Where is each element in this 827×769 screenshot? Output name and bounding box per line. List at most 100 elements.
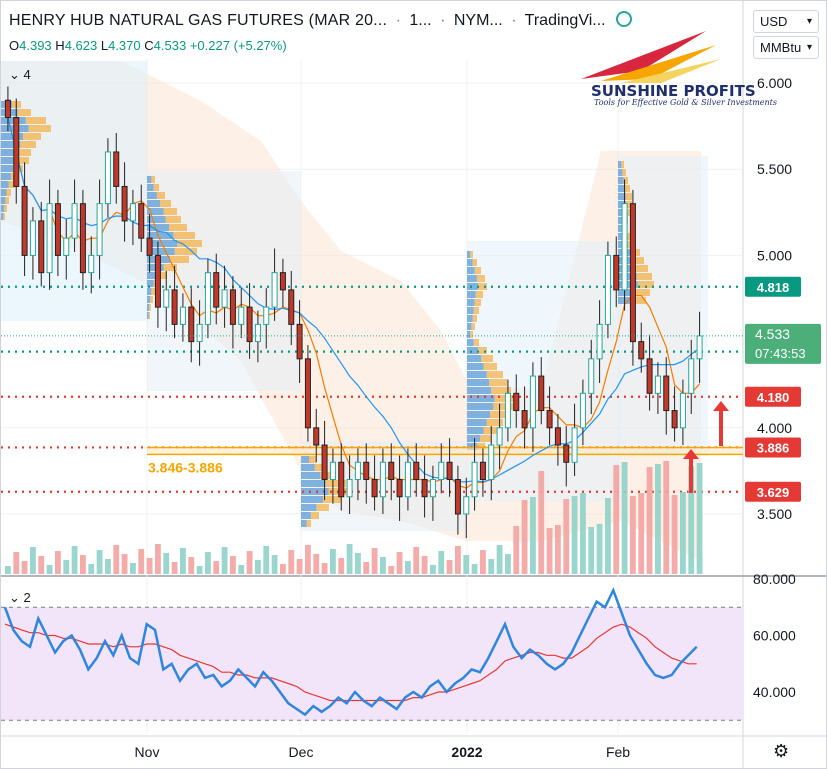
low-value: 4.370 [108, 38, 141, 53]
volume-bar [380, 557, 386, 574]
candle-body [346, 479, 353, 498]
volume-profile-bar [474, 299, 481, 306]
volume-bar [671, 495, 678, 574]
volume-profile-bar [467, 251, 471, 258]
volume-profile-bar [478, 283, 487, 290]
volume-profile-bar [6, 189, 11, 196]
volume-profile-bar [147, 280, 154, 287]
volume-bar [55, 551, 61, 574]
candle-body [388, 461, 395, 481]
volume-bar [330, 549, 336, 574]
volume-profile-bar [301, 504, 317, 511]
source-label: TradingVi... [524, 12, 606, 29]
candle-body [554, 427, 561, 446]
volume-profile-bar [491, 387, 511, 394]
volume-profile-bar [147, 208, 164, 215]
volume-profile-bar [471, 323, 475, 330]
volume-bar [696, 463, 703, 574]
candle-body [304, 358, 311, 429]
volume-profile-bar [301, 488, 329, 495]
volume-bar [121, 554, 128, 574]
volume-profile-bar [323, 496, 341, 503]
volume-profile-bar [309, 456, 316, 463]
volume-bar [655, 464, 661, 574]
volume-bar [621, 462, 628, 574]
volume-bar [488, 559, 495, 574]
candle-body [54, 203, 61, 256]
volume-bar [113, 545, 120, 574]
main-pane-indicator-toggle[interactable]: ⌄ 4 [9, 67, 31, 82]
volume-profile-bar [3, 213, 5, 220]
logo-ray-icon [601, 45, 716, 81]
volume-profile-bar [1, 157, 17, 164]
volume-profile-bar [1, 181, 9, 188]
volume-bar [255, 560, 261, 574]
red-up-arrow [683, 449, 699, 459]
volume-profile-bar [467, 299, 475, 306]
volume-profile-bar [173, 232, 195, 239]
candle-body [371, 479, 378, 498]
rsi-tick-label: 80.000 [753, 571, 796, 587]
volume-bar [463, 555, 470, 574]
price-tick-label: 3.500 [757, 506, 792, 522]
volume-profile-bar [147, 192, 157, 199]
candle-body [521, 410, 528, 429]
unit-select[interactable]: MMBtu ▾ [753, 36, 819, 59]
volume-profile-bar [148, 312, 150, 319]
level-label: 4.180 [757, 390, 790, 405]
volume-bar [71, 546, 78, 574]
level-label: 3.629 [757, 485, 790, 500]
volume-bar [363, 562, 370, 574]
volume-profile-bar [301, 520, 307, 527]
settings-gear-icon[interactable]: ⚙ [773, 741, 790, 761]
volume-bar [396, 552, 403, 574]
volume-profile-bar [625, 201, 632, 208]
volume-profile-bar [147, 200, 161, 207]
volume-profile-bar [325, 480, 346, 487]
candle-body [88, 254, 95, 274]
candle-body [21, 185, 28, 256]
candle-body [563, 444, 570, 463]
rsi-tick-label: 40.000 [753, 684, 796, 700]
currency-select[interactable]: USD ▾ [753, 10, 819, 33]
volume-bar [96, 550, 103, 574]
volume-profile-bar [165, 216, 181, 223]
volume-profile-bar [301, 464, 315, 471]
candle-body [454, 479, 461, 515]
interval-label[interactable]: 1... [409, 12, 432, 29]
volume-bar [521, 500, 528, 574]
candle-body [79, 203, 86, 274]
volume-profile-bar [637, 281, 654, 288]
volume-profile-bar [306, 520, 311, 527]
price-tick-label: 6.000 [757, 75, 792, 91]
volume-profile-bar [467, 259, 473, 266]
volume-profile-bar [147, 312, 149, 319]
candle-body [354, 461, 361, 481]
exchange-label: NYM... [453, 12, 503, 29]
volume-profile-bar [486, 371, 503, 378]
level-label-box [745, 386, 801, 407]
candle-body [688, 358, 695, 394]
volume-bar [688, 466, 695, 574]
last-price-box [745, 323, 821, 364]
candle-body [588, 358, 595, 394]
volume-bar [38, 556, 45, 574]
candle-body [154, 254, 161, 308]
volume-bar [421, 556, 428, 574]
volume-profile-bar [147, 176, 152, 183]
volume-bar [205, 552, 211, 574]
volume-profile-bar [486, 419, 503, 426]
level-label-box [745, 276, 801, 297]
candle-body [46, 203, 53, 274]
candle-body [321, 444, 328, 481]
volume-bar [296, 559, 303, 574]
volume-bar [571, 496, 578, 574]
volume-bar [563, 499, 570, 574]
symbol-title[interactable]: HENRY HUB NATURAL GAS FUTURES (MAR 20... [9, 12, 388, 29]
volume-profile-bar [478, 347, 487, 354]
status-dot-icon [616, 11, 633, 27]
volume-bar [196, 566, 203, 574]
volume-profile-bar [149, 304, 151, 311]
rsi-pane-indicator-toggle[interactable]: ⌄ 2 [9, 590, 31, 605]
